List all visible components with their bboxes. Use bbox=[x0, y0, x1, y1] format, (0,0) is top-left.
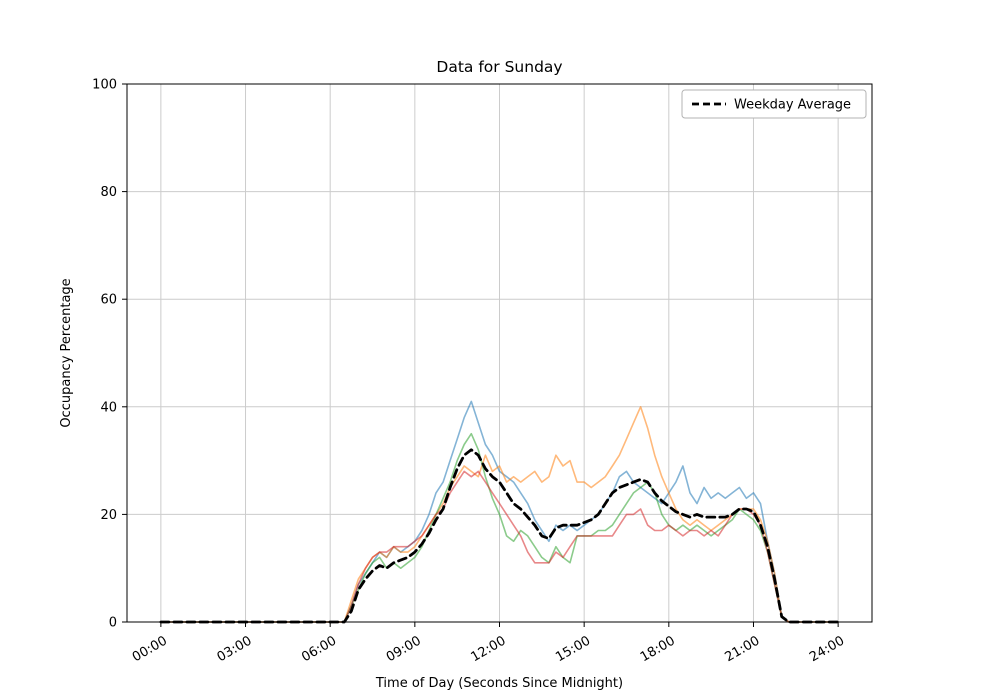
chart-title: Data for Sunday bbox=[436, 58, 562, 76]
x-tick-label: 15:00 bbox=[553, 633, 593, 665]
x-tick-label: 21:00 bbox=[723, 633, 763, 665]
x-tick-label: 09:00 bbox=[384, 633, 424, 665]
y-tick-label: 60 bbox=[100, 293, 117, 308]
x-tick-label: 18:00 bbox=[638, 633, 678, 665]
series-line-series_3 bbox=[160, 432, 839, 623]
grid bbox=[127, 83, 872, 623]
x-tick-label: 06:00 bbox=[299, 633, 339, 665]
series-line-weekday_average bbox=[159, 448, 840, 624]
x-axis-label: Time of Day (Seconds Since Midnight) bbox=[375, 676, 623, 691]
series-line-series_2 bbox=[160, 405, 839, 623]
legend-label: Weekday Average bbox=[734, 98, 851, 113]
series-line-series_4 bbox=[160, 470, 839, 623]
series-group bbox=[159, 400, 840, 624]
y-tick-label: 100 bbox=[92, 78, 117, 93]
x-tick-label: 12:00 bbox=[469, 633, 509, 665]
y-axis: 0 20 40 60 80 100 bbox=[92, 78, 127, 631]
x-axis: 00:00 03:00 06:00 09:00 12:00 15:00 18:00 21:00… bbox=[130, 622, 847, 665]
x-tick-label: 24:00 bbox=[807, 633, 847, 665]
y-tick-label: 20 bbox=[100, 508, 117, 523]
legend: Weekday Average bbox=[681, 89, 867, 119]
y-tick-label: 0 bbox=[109, 616, 117, 631]
y-tick-label: 80 bbox=[100, 185, 117, 200]
x-tick-label: 03:00 bbox=[215, 633, 255, 665]
legend-box bbox=[681, 89, 867, 119]
y-axis-label: Occupancy Percentage bbox=[59, 278, 74, 427]
x-tick-label: 00:00 bbox=[130, 633, 170, 665]
y-tick-label: 40 bbox=[100, 400, 117, 415]
